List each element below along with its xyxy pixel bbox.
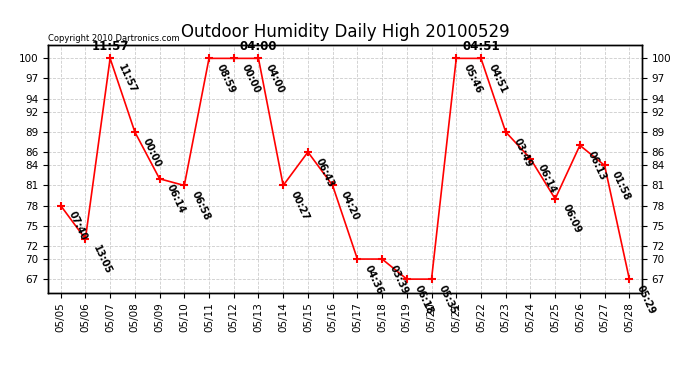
Text: 06:58: 06:58 — [190, 190, 212, 222]
Text: 00:27: 00:27 — [288, 190, 311, 222]
Text: 06:18: 06:18 — [413, 283, 435, 316]
Text: 00:00: 00:00 — [140, 136, 163, 168]
Text: 01:58: 01:58 — [610, 170, 633, 202]
Text: 04:51: 04:51 — [486, 63, 509, 95]
Text: 06:13: 06:13 — [585, 150, 608, 182]
Text: 06:09: 06:09 — [561, 203, 583, 236]
Text: 06:14: 06:14 — [536, 163, 558, 195]
Text: 04:00: 04:00 — [239, 40, 277, 53]
Title: Outdoor Humidity Daily High 20100529: Outdoor Humidity Daily High 20100529 — [181, 22, 509, 40]
Text: 03:49: 03:49 — [511, 136, 533, 168]
Text: 06:43: 06:43 — [313, 156, 335, 189]
Text: 04:00: 04:00 — [264, 63, 286, 95]
Text: 04:36: 04:36 — [363, 263, 385, 296]
Text: 05:29: 05:29 — [635, 283, 657, 316]
Text: 07:40: 07:40 — [66, 210, 88, 242]
Text: 05:46: 05:46 — [462, 63, 484, 95]
Text: 11:57: 11:57 — [91, 40, 129, 53]
Text: 03:39: 03:39 — [388, 263, 410, 296]
Text: 11:57: 11:57 — [116, 63, 138, 95]
Text: 08:59: 08:59 — [215, 63, 237, 95]
Text: 05:35: 05:35 — [437, 283, 460, 316]
Text: 04:51: 04:51 — [462, 40, 500, 53]
Text: 04:20: 04:20 — [338, 190, 360, 222]
Text: 00:00: 00:00 — [239, 63, 262, 95]
Text: Copyright 2010 Dartronics.com: Copyright 2010 Dartronics.com — [48, 33, 180, 42]
Text: 13:05: 13:05 — [91, 243, 113, 276]
Text: 06:14: 06:14 — [165, 183, 187, 215]
